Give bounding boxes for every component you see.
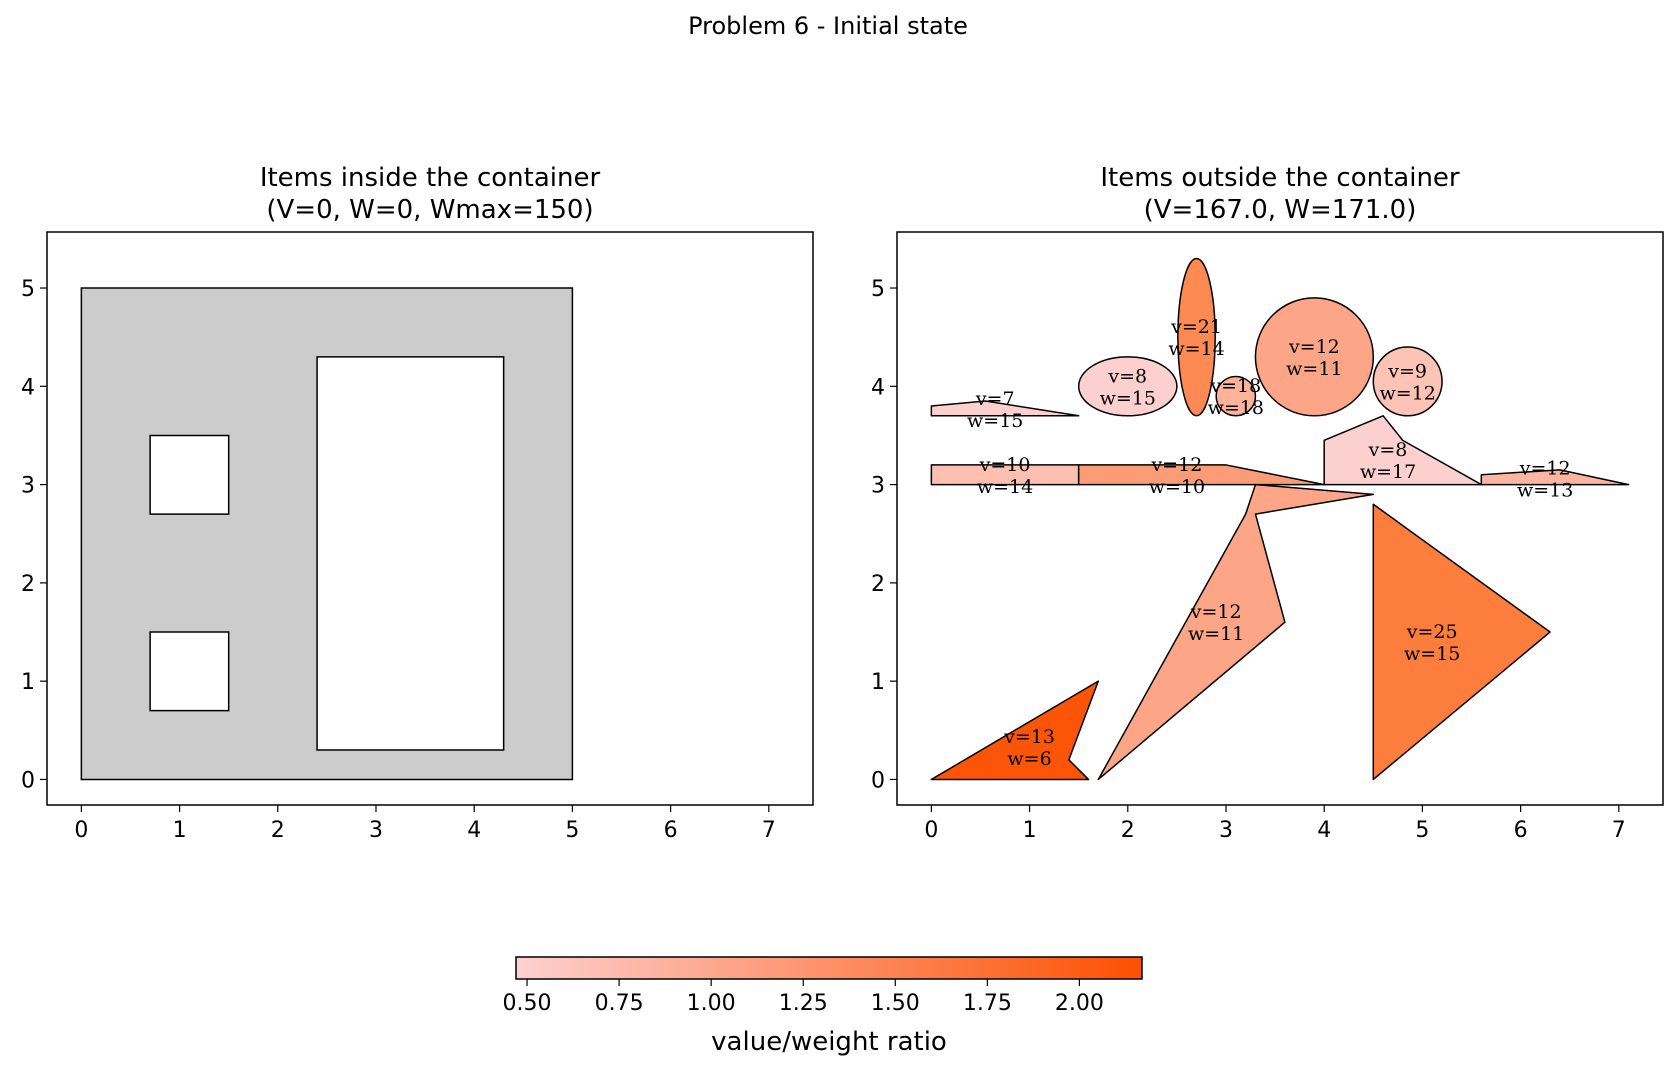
item-weight-label: w=15 [967,410,1023,432]
item-shape [1480,469,1630,486]
left-axes-frame [46,231,814,806]
colorbar-tick-label: 1.75 [963,991,1012,1016]
right-panel: Items outside the container (V=167.0, W=… [871,163,1664,843]
right-x-tick-label: 0 [924,818,938,843]
item-value-label: v=21 [1170,316,1222,338]
left-x-tick-label: 7 [762,818,776,843]
colorbar-tick-label: 2.00 [1055,991,1104,1016]
item-weight-label: w=12 [1379,382,1435,404]
item-value-label: v=9 [1387,360,1427,382]
item-weight-label: w=13 [1517,480,1573,502]
colorbar-label: value/weight ratio [711,1027,947,1057]
item-value-label: v=25 [1406,621,1458,643]
item-shape [1215,375,1257,417]
item-value-label: v=12 [1190,601,1242,623]
right-y-tick-label: 4 [871,375,885,400]
left-panel: Items inside the container (V=0, W=0, Wm… [21,163,814,843]
right-x-tick-label: 4 [1317,818,1331,843]
colorbar-tick-label: 1.00 [687,991,736,1016]
colorbar-tick-label: 0.75 [595,991,644,1016]
left-x-tick-label: 0 [74,818,88,843]
left-x-tick-label: 2 [271,818,285,843]
left-y-tick-label: 0 [21,768,35,793]
right-title-line2: (V=167.0, W=171.0) [1144,195,1417,225]
right-y-tick-label: 2 [871,572,885,597]
item-weight-label: w=14 [977,476,1033,498]
container-shape [80,287,574,781]
item-value-label: v=13 [1003,726,1055,748]
item-shape [930,400,1080,417]
right-x-tick-label: 1 [1023,818,1037,843]
left-y-tick-label: 1 [21,670,35,695]
colorbar-ticks: 0.50 0.75 1.00 1.25 1.50 1.75 2.00 [503,979,1104,1016]
left-y-tick-label: 2 [21,572,35,597]
colorbar-gradient [515,956,1143,980]
item-weight-label: w=15 [1404,643,1460,665]
left-y-axis: 0 1 2 3 4 5 [21,277,47,793]
item-weight-label: w=17 [1360,461,1416,483]
right-y-tick-label: 3 [871,474,885,499]
item-weight-label: w=6 [1007,748,1051,770]
right-axes-frame [896,231,1664,806]
right-title-line1: Items outside the container [1100,163,1460,193]
figure-title: Problem 6 - Initial state [688,12,968,40]
right-x-tick-label: 2 [1121,818,1135,843]
right-x-tick-label: 5 [1415,818,1429,843]
item-shape [1077,356,1178,417]
item-value-label: v=8 [1368,439,1408,461]
right-x-axis: 0 1 2 3 4 5 6 7 [924,805,1626,843]
colorbar-tick-label: 0.50 [503,991,552,1016]
item-shape [1254,297,1375,417]
right-x-tick-label: 3 [1219,818,1233,843]
item-weight-label: w=14 [1168,338,1224,360]
item-value-label: v=10 [979,454,1031,476]
left-title-line2: (V=0, W=0, Wmax=150) [266,195,593,225]
left-x-tick-label: 1 [173,818,187,843]
item-value-label: v=7 [975,388,1015,410]
left-x-tick-label: 5 [565,818,579,843]
item-shape [1372,346,1443,417]
right-y-tick-label: 0 [871,768,885,793]
left-x-axis: 0 1 2 3 4 5 6 7 [74,805,776,843]
left-y-tick-label: 5 [21,277,35,302]
right-y-tick-label: 1 [871,670,885,695]
item-shape [1077,464,1325,486]
item-value-label: v=8 [1107,365,1147,387]
left-y-tick-label: 3 [21,474,35,499]
colorbar: 0.50 0.75 1.00 1.25 1.50 1.75 2.00 value/weigh… [503,956,1143,1057]
right-y-axis: 0 1 2 3 4 5 [871,277,897,793]
left-x-tick-label: 4 [467,818,481,843]
item-value-label: v=12 [1288,336,1340,358]
left-plot-area [80,287,574,781]
right-x-tick-label: 7 [1612,818,1626,843]
left-title-line1: Items inside the container [260,163,601,193]
item-weight-label: w=15 [1100,387,1156,409]
item-shape [930,680,1100,781]
right-y-tick-label: 5 [871,277,885,302]
item-value-label: v=12 [1519,458,1571,480]
colorbar-tick-label: 1.50 [871,991,920,1016]
item-shape [1323,415,1483,486]
item-weight-label: w=11 [1188,623,1244,645]
item-weight-label: w=10 [1149,476,1205,498]
item-value-label: v=12 [1150,454,1202,476]
left-y-tick-label: 4 [21,375,35,400]
item-weight-label: w=18 [1208,397,1264,419]
item-value-label: v=18 [1209,375,1261,397]
item-weight-label: w=11 [1286,358,1342,380]
item-shape [1372,503,1551,781]
item-shape [1177,257,1216,417]
right-plot-area: v=7w=15v=8w=15v=21w=14v=18w=18v=12w=11 v=… [930,257,1630,781]
colorbar-tick-label: 1.25 [779,991,828,1016]
left-x-tick-label: 3 [369,818,383,843]
item-shape [1097,483,1375,781]
right-x-tick-label: 6 [1514,818,1528,843]
left-x-tick-label: 6 [664,818,678,843]
